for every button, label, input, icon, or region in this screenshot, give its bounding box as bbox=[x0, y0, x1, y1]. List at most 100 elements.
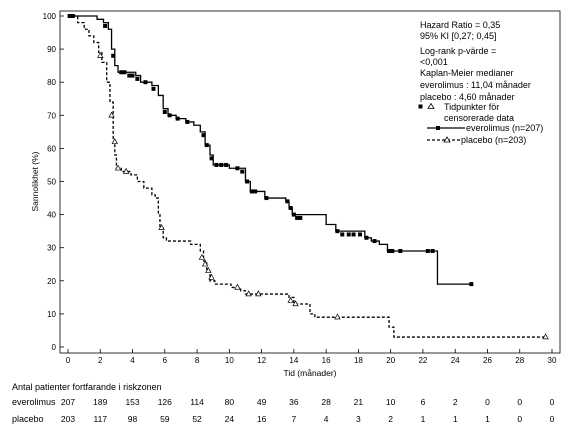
censor-marker-everolimus bbox=[130, 73, 135, 78]
risk-cell-placebo: 0 bbox=[517, 414, 522, 424]
risk-cell-placebo: 24 bbox=[225, 414, 235, 424]
risk-cell-everolimus: 6 bbox=[421, 397, 426, 407]
censor-key-square-icon bbox=[418, 104, 423, 109]
censor-marker-everolimus bbox=[291, 212, 296, 217]
risk-cell-placebo: 98 bbox=[128, 414, 138, 424]
censor-marker-everolimus bbox=[204, 143, 209, 148]
x-tick-label: 24 bbox=[451, 356, 460, 365]
risk-row-label-everolimus: everolimus bbox=[12, 397, 56, 407]
y-axis-label: Sannolikhet (%) bbox=[30, 151, 40, 211]
censor-marker-placebo bbox=[245, 290, 252, 297]
y-tick-label: 90 bbox=[47, 45, 56, 54]
censor-marker-everolimus bbox=[103, 23, 108, 28]
annotation-km-title: Kaplan-Meier medianer bbox=[420, 68, 514, 78]
y-tick-label: 0 bbox=[52, 343, 57, 352]
censor-marker-everolimus bbox=[390, 249, 395, 254]
plot-frame bbox=[59, 10, 561, 354]
risk-row-label-placebo: placebo bbox=[12, 414, 44, 424]
censor-marker-everolimus bbox=[224, 162, 229, 167]
censor-marker-placebo bbox=[234, 283, 241, 290]
x-tick-label: 12 bbox=[257, 356, 266, 365]
risk-cell-everolimus: 0 bbox=[550, 397, 555, 407]
censor-marker-placebo bbox=[198, 253, 206, 260]
series-line-everolimus bbox=[68, 15, 472, 285]
censor-marker-everolimus bbox=[219, 162, 224, 167]
y-tick-label: 60 bbox=[47, 144, 56, 153]
censor-marker-placebo bbox=[287, 296, 294, 303]
risk-cell-everolimus: 0 bbox=[517, 397, 522, 407]
risk-table-title: Antal patienter fortfarande i riskzonen bbox=[12, 382, 162, 392]
x-tick-label: 28 bbox=[515, 356, 524, 365]
x-tick-label: 4 bbox=[130, 356, 135, 365]
censor-marker-everolimus bbox=[358, 232, 363, 237]
legend-placebo-marker-icon bbox=[443, 136, 451, 143]
chart-series-layer bbox=[67, 14, 549, 340]
annotation-hazard-ratio: Hazard Ratio = 0,35 bbox=[420, 20, 500, 30]
annotation-censor-line2: censorerade data bbox=[444, 113, 514, 123]
censor-marker-everolimus bbox=[364, 235, 369, 240]
risk-cell-everolimus: 126 bbox=[158, 397, 172, 407]
risk-cell-placebo: 59 bbox=[160, 414, 170, 424]
chart-annotations: Hazard Ratio = 0,35 95% KI [0,27; 0,45] … bbox=[418, 20, 531, 123]
risk-cell-everolimus: 0 bbox=[485, 397, 490, 407]
censor-marker-everolimus bbox=[185, 119, 190, 124]
risk-cell-everolimus: 153 bbox=[125, 397, 139, 407]
annotation-logrank-line2: <0,001 bbox=[420, 57, 448, 67]
y-tick-label: 30 bbox=[47, 244, 56, 253]
censor-marker-everolimus bbox=[340, 232, 345, 237]
censor-marker-placebo bbox=[292, 300, 299, 307]
censor-marker-everolimus bbox=[335, 229, 340, 234]
censor-marker-everolimus bbox=[162, 109, 167, 114]
risk-cell-everolimus: 189 bbox=[93, 397, 107, 407]
annotation-ci: 95% KI [0,27; 0,45] bbox=[420, 31, 497, 41]
risk-cell-placebo: 1 bbox=[453, 414, 458, 424]
censor-marker-everolimus bbox=[151, 86, 156, 91]
risk-cell-placebo: 16 bbox=[257, 414, 267, 424]
censor-marker-everolimus bbox=[119, 70, 124, 75]
x-axis-label: Tid (månader) bbox=[283, 368, 336, 378]
y-tick-label: 100 bbox=[43, 12, 57, 21]
legend-everolimus-label: everolimus (n=207) bbox=[466, 123, 543, 133]
annotation-km-everolimus: everolimus : 11,04 månader bbox=[420, 80, 531, 90]
censor-marker-everolimus bbox=[235, 166, 240, 171]
annotation-censor-line1: Tidpunkter för bbox=[444, 102, 499, 112]
x-tick-label: 2 bbox=[98, 356, 103, 365]
censor-marker-everolimus bbox=[295, 215, 300, 220]
x-tick-label: 26 bbox=[483, 356, 492, 365]
y-tick-label: 80 bbox=[47, 78, 56, 87]
censor-marker-everolimus bbox=[372, 239, 377, 244]
censor-marker-placebo bbox=[542, 333, 549, 340]
risk-cell-everolimus: 114 bbox=[190, 397, 204, 407]
censor-marker-placebo bbox=[334, 313, 341, 320]
annotation-logrank-line1: Log-rank p-värde = bbox=[420, 46, 496, 56]
censor-marker-everolimus bbox=[143, 80, 148, 85]
censor-marker-everolimus bbox=[249, 189, 254, 194]
censor-marker-placebo bbox=[111, 138, 118, 144]
censor-marker-placebo bbox=[122, 167, 130, 174]
censor-marker-everolimus bbox=[214, 162, 219, 167]
censor-marker-placebo bbox=[108, 111, 115, 118]
risk-cell-placebo: 203 bbox=[61, 414, 75, 424]
censor-marker-placebo bbox=[255, 290, 262, 297]
legend-placebo-label: placebo (n=203) bbox=[461, 135, 526, 145]
censor-marker-everolimus bbox=[253, 189, 258, 194]
censor-marker-everolimus bbox=[135, 76, 140, 81]
x-tick-label: 18 bbox=[354, 356, 363, 365]
censor-marker-placebo bbox=[208, 273, 215, 280]
risk-cell-everolimus: 36 bbox=[289, 397, 299, 407]
censor-marker-everolimus bbox=[240, 169, 245, 174]
risk-cell-placebo: 117 bbox=[93, 414, 107, 424]
y-tick-label: 40 bbox=[47, 211, 56, 220]
risk-cell-placebo: 1 bbox=[421, 414, 426, 424]
censor-marker-placebo bbox=[97, 51, 104, 58]
censor-marker-everolimus bbox=[111, 53, 116, 58]
chart-legend: everolimus (n=207) placebo (n=203) bbox=[427, 123, 543, 145]
x-tick-label: 20 bbox=[386, 356, 395, 365]
censor-marker-everolimus bbox=[285, 199, 290, 204]
censor-marker-everolimus bbox=[298, 215, 303, 220]
censor-marker-everolimus bbox=[209, 156, 214, 161]
censor-marker-placebo bbox=[201, 260, 209, 267]
risk-cell-everolimus: 49 bbox=[257, 397, 267, 407]
